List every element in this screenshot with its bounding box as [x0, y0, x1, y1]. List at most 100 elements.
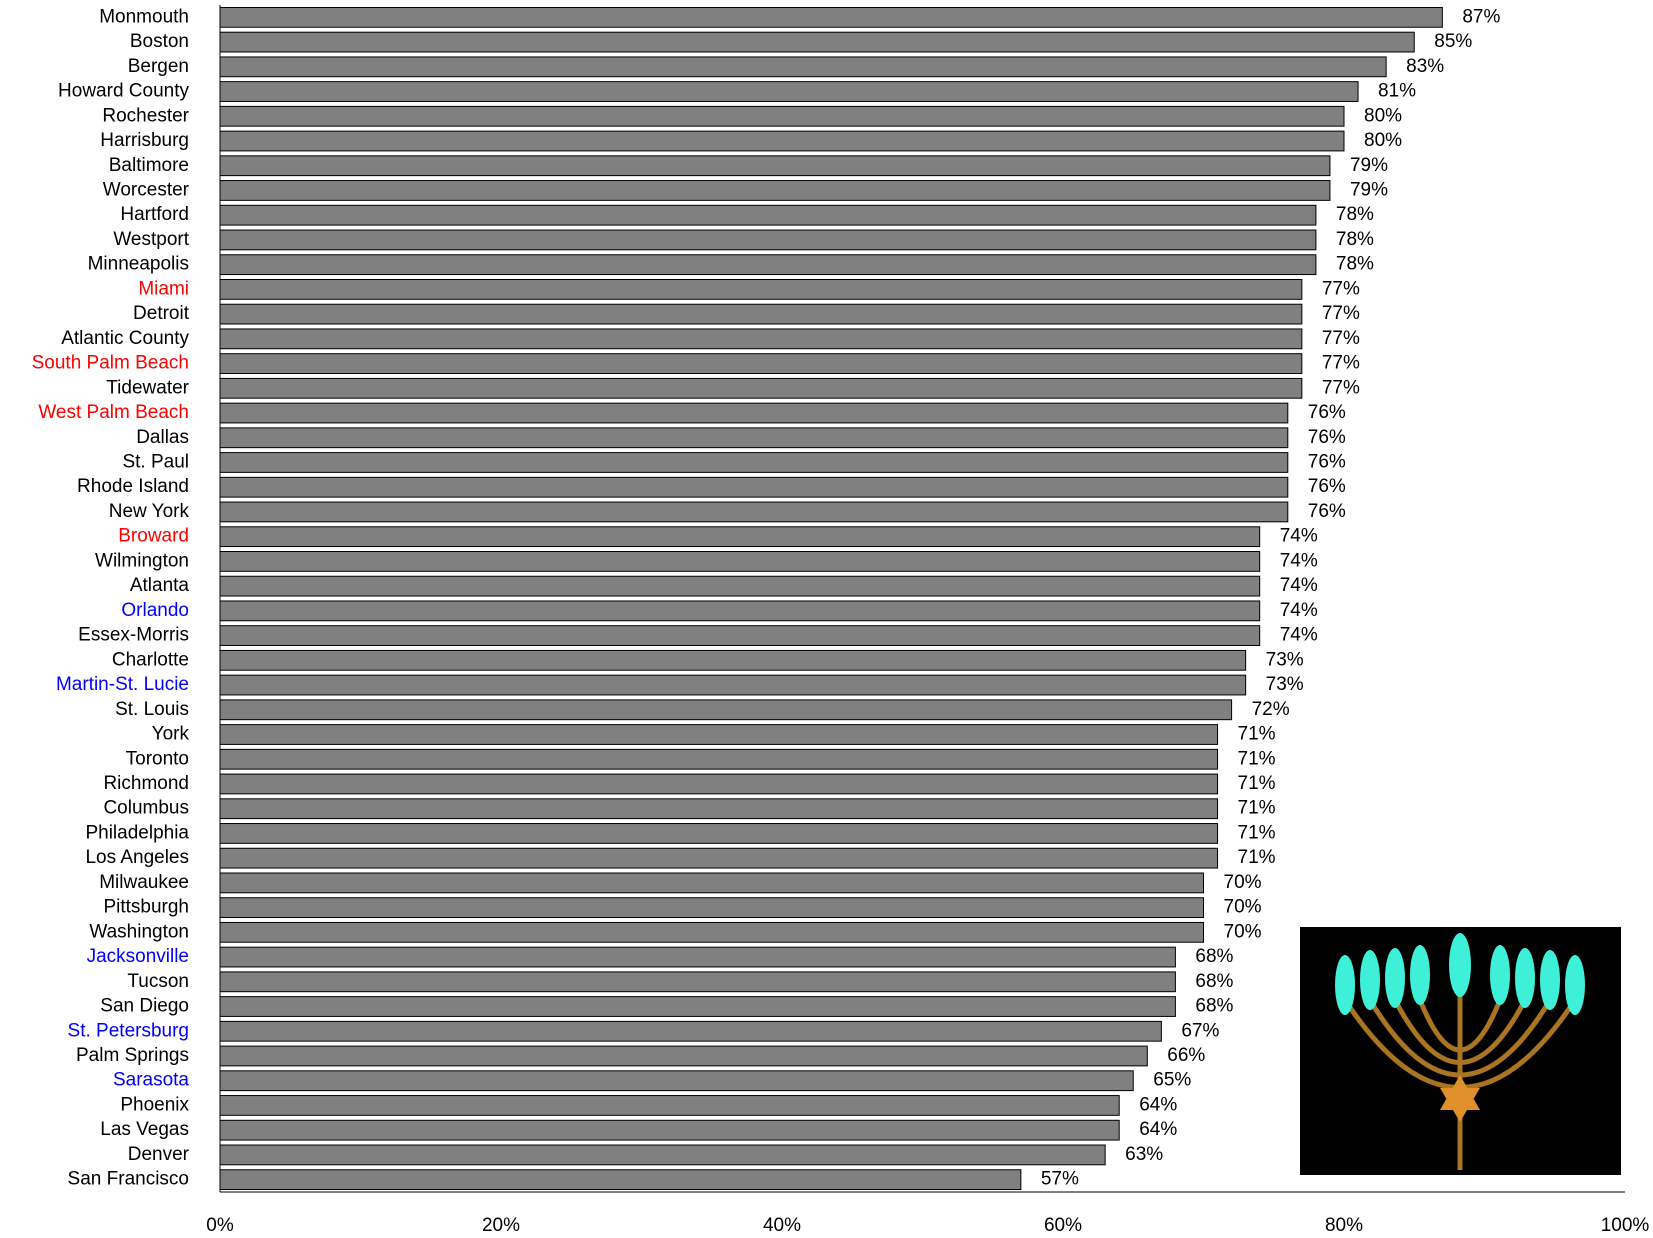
value-label: 76%: [1308, 402, 1346, 423]
y-tick-label: South Palm Beach: [32, 353, 189, 374]
bar: [219, 155, 1331, 177]
bar: [219, 278, 1303, 300]
value-label: 79%: [1350, 155, 1388, 176]
bar: [219, 1169, 1022, 1191]
y-tick-label: Atlanta: [130, 575, 190, 596]
y-tick-label: Atlantic County: [61, 328, 189, 349]
bar: [219, 575, 1261, 597]
value-label: 74%: [1280, 625, 1318, 646]
value-label: 70%: [1224, 897, 1262, 918]
bar: [219, 1119, 1120, 1141]
value-label: 76%: [1308, 476, 1346, 497]
bar: [219, 649, 1247, 671]
y-tick-label: Minneapolis: [88, 254, 189, 275]
y-tick-label: Baltimore: [109, 155, 189, 176]
x-tick-label: 100%: [1601, 1215, 1650, 1236]
value-label: 77%: [1322, 353, 1360, 374]
y-tick-label: Essex-Morris: [78, 625, 189, 646]
y-tick-label: Toronto: [126, 748, 189, 769]
y-tick-label: St. Petersburg: [68, 1020, 189, 1041]
bar: [219, 353, 1303, 374]
value-label: 71%: [1238, 847, 1276, 868]
y-tick-label: Wilmington: [95, 550, 189, 571]
y-tick-label: Detroit: [133, 303, 190, 324]
y-tick-label: Phoenix: [120, 1094, 189, 1115]
y-tick-label: Boston: [130, 31, 189, 52]
value-label: 74%: [1280, 550, 1318, 571]
y-tick-label: St. Louis: [115, 699, 189, 720]
y-tick-label: Tucson: [127, 971, 189, 992]
y-tick-label: Milwaukee: [99, 872, 189, 893]
value-label: 77%: [1322, 278, 1360, 299]
value-label: 57%: [1041, 1169, 1079, 1190]
bar: [219, 254, 1317, 276]
bar: [219, 600, 1261, 622]
bar: [219, 798, 1219, 820]
y-tick-label: Martin-St. Lucie: [56, 674, 189, 695]
bar: [219, 402, 1289, 424]
y-tick-label: York: [152, 724, 190, 745]
bar: [219, 452, 1289, 473]
value-label: 76%: [1308, 501, 1346, 522]
y-tick-label: Palm Springs: [76, 1045, 189, 1066]
y-tick-label: Worcester: [103, 179, 190, 200]
y-tick-label: Orlando: [121, 600, 189, 621]
bar: [219, 748, 1219, 770]
y-tick-label: Charlotte: [112, 649, 189, 670]
y-tick-label: Rhode Island: [77, 476, 189, 497]
bar: [219, 724, 1219, 745]
y-tick-label: San Francisco: [68, 1169, 189, 1190]
bar: [219, 551, 1261, 572]
value-label: 67%: [1181, 1020, 1219, 1041]
bar: [219, 501, 1289, 523]
value-label: 71%: [1238, 798, 1276, 819]
bar: [219, 204, 1317, 226]
bar: [219, 1095, 1120, 1116]
value-label: 77%: [1322, 328, 1360, 349]
y-tick-label: Las Vegas: [100, 1119, 189, 1140]
value-label: 66%: [1167, 1045, 1205, 1066]
y-tick-label: Pittsburgh: [103, 897, 189, 918]
y-tick-label: Westport: [113, 229, 189, 250]
y-tick-label: Columbus: [103, 798, 189, 819]
value-label: 78%: [1336, 229, 1374, 250]
bar: [219, 6, 1443, 28]
y-tick-label: Denver: [128, 1144, 190, 1165]
x-tick-label: 40%: [763, 1215, 801, 1236]
bar: [219, 130, 1345, 152]
y-tick-label: Bergen: [128, 56, 189, 77]
value-label: 73%: [1266, 674, 1304, 695]
value-label: 74%: [1280, 526, 1318, 547]
bar: [219, 31, 1415, 53]
value-label: 70%: [1224, 872, 1262, 893]
y-tick-label: Richmond: [103, 773, 189, 794]
bar: [219, 56, 1387, 78]
value-label: 74%: [1280, 575, 1318, 596]
value-label: 76%: [1308, 452, 1346, 473]
bar: [219, 526, 1261, 548]
bar: [219, 674, 1247, 696]
x-tick-label: 60%: [1044, 1215, 1082, 1236]
value-label: 79%: [1350, 179, 1388, 200]
value-label: 68%: [1195, 946, 1233, 967]
value-label: 70%: [1224, 921, 1262, 942]
value-label: 83%: [1406, 56, 1444, 77]
value-label: 68%: [1195, 971, 1233, 992]
value-label: 87%: [1462, 6, 1500, 27]
y-tick-label: Hartford: [120, 204, 189, 225]
y-tick-label: Dallas: [136, 427, 189, 448]
y-tick-label: Harrisburg: [100, 130, 189, 151]
y-tick-label: Monmouth: [99, 6, 189, 27]
value-label: 73%: [1266, 649, 1304, 670]
bar: [219, 476, 1289, 498]
y-tick-label: Rochester: [102, 105, 189, 126]
value-label: 81%: [1378, 81, 1416, 102]
y-tick-label: Philadelphia: [85, 822, 189, 843]
bar: [219, 847, 1219, 869]
value-label: 78%: [1336, 204, 1374, 225]
value-label: 71%: [1238, 822, 1276, 843]
bar: [219, 773, 1219, 795]
x-tick-label: 0%: [206, 1215, 234, 1236]
y-tick-label: Tidewater: [106, 377, 189, 398]
bar: [219, 921, 1204, 943]
